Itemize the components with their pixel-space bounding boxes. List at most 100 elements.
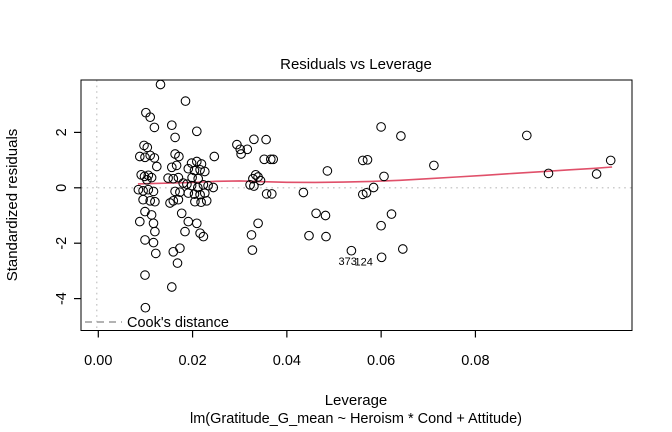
data-point — [180, 226, 190, 237]
data-point — [168, 173, 179, 184]
x-axis-label: Leverage — [325, 392, 388, 409]
data-point — [190, 196, 200, 207]
data-point — [140, 206, 150, 217]
data-point — [265, 154, 276, 165]
data-point — [248, 173, 258, 184]
outlier-point-label: 124 — [355, 257, 373, 269]
data-point — [151, 161, 162, 172]
data-point — [198, 231, 209, 242]
data-point — [170, 132, 180, 143]
y-axis: 2 0 -2 -4 — [54, 128, 81, 305]
data-point — [142, 174, 152, 185]
x-tick-label: 0.02 — [178, 353, 206, 369]
data-point — [172, 258, 183, 268]
data-point — [176, 208, 187, 219]
data-point — [140, 270, 150, 280]
data-point — [140, 152, 150, 163]
plot-title: Residuals vs Leverage — [280, 56, 432, 73]
cooks-distance-legend-label: Cook's distance — [127, 315, 229, 331]
data-point — [397, 244, 408, 254]
data-point — [165, 198, 175, 208]
data-point — [175, 243, 185, 254]
data-point — [253, 218, 263, 229]
data-point — [362, 154, 373, 165]
data-point — [191, 126, 202, 137]
scatter-points — [133, 79, 616, 313]
data-point — [261, 134, 271, 145]
data-point — [191, 218, 202, 229]
data-point — [183, 216, 194, 227]
data-point — [396, 131, 406, 141]
data-point — [298, 187, 309, 198]
data-point — [166, 120, 177, 131]
data-point — [170, 186, 180, 197]
data-point — [133, 184, 144, 195]
data-point — [149, 122, 160, 133]
data-point — [199, 188, 210, 198]
data-point — [134, 151, 145, 162]
data-point — [140, 302, 151, 313]
data-point — [357, 155, 368, 166]
data-point — [379, 171, 389, 182]
data-point — [187, 172, 197, 183]
data-point — [591, 169, 602, 179]
data-point — [235, 144, 246, 155]
outlier-point — [376, 252, 387, 263]
data-point — [255, 175, 266, 186]
data-point — [138, 194, 148, 205]
data-point — [266, 189, 277, 199]
data-point — [201, 195, 212, 206]
outlier-point-label: 373 — [339, 256, 357, 268]
data-point — [150, 196, 160, 207]
data-point — [199, 166, 210, 177]
y-tick-label: 2 — [54, 128, 70, 136]
data-point — [143, 184, 154, 195]
data-point — [261, 189, 272, 199]
data-point — [268, 154, 279, 165]
data-point — [386, 209, 397, 219]
data-point — [245, 179, 255, 190]
data-point — [163, 173, 173, 183]
data-point — [361, 187, 372, 198]
data-point — [304, 230, 314, 241]
data-point — [247, 245, 258, 255]
x-tick-label: 0.06 — [367, 353, 395, 369]
data-point — [196, 197, 206, 208]
data-point — [143, 170, 154, 181]
y-axis-label: Standardized residuals — [4, 129, 21, 282]
data-point — [195, 189, 205, 200]
data-point — [209, 151, 220, 162]
data-point — [166, 282, 177, 292]
plot-border-box — [80, 79, 633, 331]
data-point — [311, 208, 321, 219]
data-point — [236, 149, 246, 159]
data-point — [134, 216, 145, 227]
y-tick-label: -2 — [54, 237, 70, 250]
x-tick-label: 0.00 — [84, 353, 112, 369]
data-point — [155, 79, 166, 90]
data-point — [321, 231, 331, 242]
data-point — [148, 186, 159, 197]
data-point — [242, 144, 253, 155]
x-axis: 0.00 0.02 0.04 0.06 0.08 — [84, 330, 490, 369]
data-point — [146, 172, 157, 183]
data-point — [189, 189, 200, 200]
reference-lines — [81, 80, 632, 331]
data-point — [148, 237, 159, 248]
y-tick-label: -4 — [54, 292, 70, 305]
data-point — [180, 96, 191, 106]
data-point — [183, 163, 194, 174]
data-point — [150, 226, 160, 237]
data-point — [146, 210, 157, 220]
data-point — [174, 151, 184, 162]
x-tick-label: 0.04 — [273, 353, 301, 369]
data-point — [429, 160, 439, 171]
data-point — [145, 195, 156, 206]
data-point — [149, 153, 160, 163]
data-point — [189, 165, 200, 176]
data-point — [368, 182, 379, 193]
data-point — [543, 168, 554, 179]
outlier-point — [346, 245, 357, 256]
